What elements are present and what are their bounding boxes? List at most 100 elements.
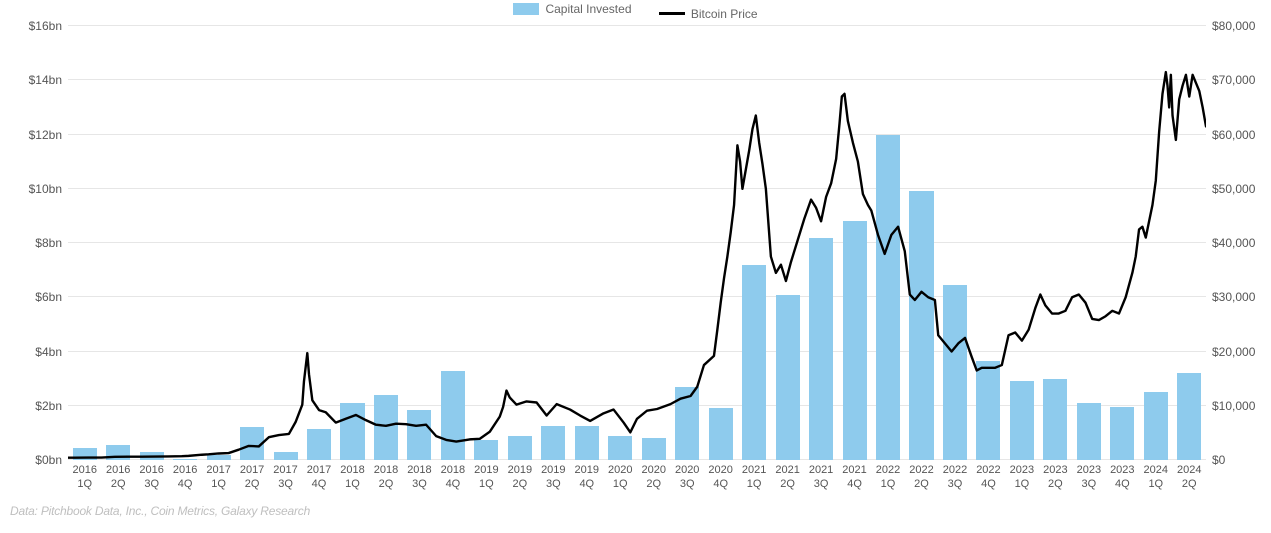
x-tick-label: 20203Q <box>669 464 704 492</box>
y-right-tick-label: $70,000 <box>1212 73 1255 87</box>
bar <box>742 265 766 460</box>
x-tick-label: 20173Q <box>268 464 303 492</box>
y-right-tick-label: $0 <box>1212 453 1225 467</box>
x-tick-label: 20174Q <box>301 464 336 492</box>
y-axis-left: $0bn$2bn$4bn$6bn$8bn$10bn$12bn$14bn$16bn <box>0 26 68 460</box>
chart-footnote: Data: Pitchbook Data, Inc., Coin Metrics… <box>10 504 310 518</box>
x-tick-label: 20181Q <box>335 464 370 492</box>
bar <box>474 440 498 460</box>
x-tick-label: 20242Q <box>1172 464 1207 492</box>
x-tick-label: 20183Q <box>402 464 437 492</box>
y-left-tick-label: $10bn <box>29 182 62 196</box>
y-right-tick-label: $40,000 <box>1212 236 1255 250</box>
bar <box>809 238 833 460</box>
gridline <box>68 405 1206 406</box>
x-tick-label: 20224Q <box>971 464 1006 492</box>
x-tick-label: 20231Q <box>1004 464 1039 492</box>
chart-legend: Capital Invested Bitcoin Price <box>0 2 1271 21</box>
gridline <box>68 459 1206 460</box>
x-tick-label: 20233Q <box>1071 464 1106 492</box>
y-left-tick-label: $6bn <box>35 290 62 304</box>
y-right-tick-label: $50,000 <box>1212 182 1255 196</box>
bar <box>1177 373 1201 460</box>
y-left-tick-label: $2bn <box>35 399 62 413</box>
bar <box>642 438 666 460</box>
bar <box>407 410 431 460</box>
x-tick-label: 20172Q <box>234 464 269 492</box>
gridline <box>68 134 1206 135</box>
x-tick-label: 20163Q <box>134 464 169 492</box>
x-tick-label: 20201Q <box>603 464 638 492</box>
bar <box>274 452 298 460</box>
bar <box>207 455 231 460</box>
x-tick-label: 20222Q <box>904 464 939 492</box>
x-tick-label: 20171Q <box>201 464 236 492</box>
x-tick-label: 20164Q <box>167 464 202 492</box>
plot-area <box>68 26 1206 460</box>
bar <box>1010 381 1034 460</box>
bar <box>976 361 1000 460</box>
bar <box>73 448 97 460</box>
y-right-tick-label: $80,000 <box>1212 19 1255 33</box>
x-tick-label: 20193Q <box>536 464 571 492</box>
y-right-tick-label: $10,000 <box>1212 399 1255 413</box>
x-tick-label: 20204Q <box>703 464 738 492</box>
gridline <box>68 79 1206 80</box>
gridline <box>68 351 1206 352</box>
x-tick-label: 20162Q <box>100 464 135 492</box>
x-tick-label: 20161Q <box>67 464 102 492</box>
y-left-tick-label: $0bn <box>35 453 62 467</box>
price-line-layer <box>68 26 1206 460</box>
bar <box>843 221 867 460</box>
x-tick-label: 20214Q <box>837 464 872 492</box>
bar <box>943 285 967 460</box>
x-tick-label: 20182Q <box>368 464 403 492</box>
legend-item-bars: Capital Invested <box>513 2 631 16</box>
bar <box>1077 403 1101 460</box>
x-tick-label: 20194Q <box>569 464 604 492</box>
bar <box>240 427 264 460</box>
bar <box>575 426 599 460</box>
y-left-tick-label: $4bn <box>35 345 62 359</box>
bar <box>441 371 465 461</box>
bar <box>374 395 398 460</box>
x-tick-label: 20221Q <box>870 464 905 492</box>
y-right-tick-label: $30,000 <box>1212 290 1255 304</box>
bar <box>1043 379 1067 460</box>
bar <box>340 403 364 460</box>
gridline <box>68 188 1206 189</box>
y-left-tick-label: $16bn <box>29 19 62 33</box>
gridline <box>68 25 1206 26</box>
x-tick-label: 20234Q <box>1105 464 1140 492</box>
y-right-tick-label: $60,000 <box>1212 128 1255 142</box>
bar <box>140 452 164 460</box>
gridline <box>68 296 1206 297</box>
y-left-tick-label: $14bn <box>29 73 62 87</box>
x-tick-label: 20191Q <box>469 464 504 492</box>
legend-swatch-capital <box>513 3 539 15</box>
bar <box>608 436 632 460</box>
bar <box>173 459 197 460</box>
bar <box>106 445 130 460</box>
y-left-tick-label: $8bn <box>35 236 62 250</box>
y-right-tick-label: $20,000 <box>1212 345 1255 359</box>
x-tick-label: 20241Q <box>1138 464 1173 492</box>
x-tick-label: 20184Q <box>435 464 470 492</box>
chart-container: Capital Invested Bitcoin Price $0bn $2bn $… <box>0 0 1271 533</box>
x-tick-label: 20212Q <box>770 464 805 492</box>
bar <box>1144 392 1168 460</box>
bar <box>709 408 733 460</box>
legend-item-line: Bitcoin Price <box>659 7 758 21</box>
y-axis-right: $0$10,000$20,000$30,000$40,000$50,000$60… <box>1206 26 1271 460</box>
x-tick-label: 20202Q <box>636 464 671 492</box>
x-tick-label: 20211Q <box>736 464 771 492</box>
y-left-tick-label: $12bn <box>29 128 62 142</box>
x-tick-label: 20192Q <box>502 464 537 492</box>
bar <box>909 191 933 460</box>
bar <box>508 436 532 460</box>
legend-label-price: Bitcoin Price <box>691 7 758 21</box>
bar <box>307 429 331 460</box>
bar <box>1110 407 1134 460</box>
bar <box>776 295 800 460</box>
legend-label-capital: Capital Invested <box>545 2 631 16</box>
